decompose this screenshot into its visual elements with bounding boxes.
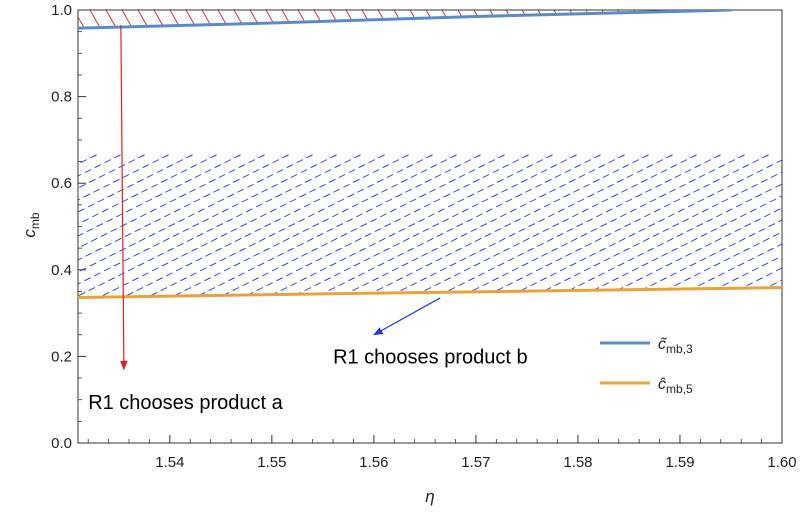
hatch-line-b xyxy=(723,152,782,298)
hatch-line-a xyxy=(441,10,459,29)
hatch-line-a xyxy=(425,10,443,29)
hatch-line-b xyxy=(483,152,782,298)
hatch-line-a xyxy=(649,10,667,29)
hatch-line-a xyxy=(153,10,171,29)
y-tick-label: 0.4 xyxy=(51,262,72,279)
hatch-line-a xyxy=(105,10,123,29)
hatch-line-a xyxy=(78,10,91,29)
hatch-line-b xyxy=(507,152,782,298)
y-tick-label: 1.0 xyxy=(51,2,72,19)
hatch-line-a xyxy=(489,10,507,29)
hatch-line-b xyxy=(675,152,782,298)
hatch-line-a xyxy=(409,10,427,29)
hatch-line-b xyxy=(435,152,782,298)
hatch-line-a xyxy=(121,10,139,29)
hatch-line-a xyxy=(473,10,491,29)
legend: c̃mb,3 ĉmb,5 xyxy=(594,329,774,397)
arrow-product-b xyxy=(373,297,441,336)
x-tick-label: 1.58 xyxy=(563,454,592,471)
hatch-line-b xyxy=(315,152,782,298)
hatch-line-b xyxy=(796,153,806,453)
hatch-line-a xyxy=(761,10,779,29)
hatch-line-b xyxy=(243,152,782,298)
hatch-line-b xyxy=(555,152,782,298)
hatch-line-a xyxy=(169,10,187,29)
y-axis-title-main: c xyxy=(20,229,39,238)
hatch-line-b xyxy=(195,152,782,298)
hatch-line-b xyxy=(531,152,782,298)
y-tick-label: 0.8 xyxy=(51,89,72,106)
hatch-line-a xyxy=(313,10,331,29)
hatch-line-b xyxy=(651,152,782,298)
hatch-line-a xyxy=(89,10,107,29)
y-tick-label: 0.0 xyxy=(51,435,72,452)
hatch-line-a xyxy=(393,10,411,29)
hatch-line-b xyxy=(459,152,782,298)
hatch-line-a xyxy=(777,10,782,29)
hatch-line-a xyxy=(697,10,715,29)
y-tick-label: 0.2 xyxy=(51,348,72,365)
region-product-a-hatch xyxy=(78,10,806,38)
hatch-line-a xyxy=(361,10,379,29)
hatch-line-a xyxy=(713,10,731,29)
hatch-line-a xyxy=(665,10,683,29)
hatch-line-b xyxy=(291,152,782,298)
legend-label-main: ĉ xyxy=(658,376,666,393)
x-tick-label: 1.59 xyxy=(665,454,694,471)
x-axis-title: η xyxy=(425,487,434,506)
hatch-line-b xyxy=(579,152,782,298)
hatch-line-a xyxy=(794,10,806,38)
x-tick-label: 1.56 xyxy=(359,454,388,471)
hatch-line-a xyxy=(457,10,475,29)
hatch-line-a xyxy=(345,10,363,29)
hatch-line-b xyxy=(267,152,782,298)
arrow-product-a xyxy=(119,25,128,371)
legend-label-sub: mb,3 xyxy=(666,342,693,356)
series-c-mb5-line xyxy=(78,286,782,300)
hatch-line-b xyxy=(78,152,101,298)
hatch-line-b xyxy=(339,152,782,298)
hatch-line-b xyxy=(771,152,782,298)
legend-label-main: c̃ xyxy=(658,336,667,353)
hatch-line-b xyxy=(747,152,782,298)
x-tick-label: 1.54 xyxy=(155,454,184,471)
legend-label: ĉmb,5 xyxy=(658,376,693,396)
legend-label-sub: mb,5 xyxy=(666,382,693,396)
hatch-line-b xyxy=(627,152,782,298)
hatch-line-a xyxy=(729,10,747,29)
x-tick-label: 1.55 xyxy=(257,454,286,471)
hatch-line-b xyxy=(699,152,782,298)
hatch-line-a xyxy=(633,10,651,29)
hatch-line-a xyxy=(377,10,395,29)
x-tick-label: 1.60 xyxy=(767,454,796,471)
hatch-line-b xyxy=(387,152,782,298)
y-axis-title: cmb xyxy=(20,212,42,237)
legend-label: c̃mb,3 xyxy=(658,336,693,356)
hatch-line-b xyxy=(603,152,782,298)
hatch-line-a xyxy=(297,10,315,29)
hatch-line-b xyxy=(78,152,581,298)
hatch-line-a xyxy=(329,10,347,29)
y-tick-label: 0.6 xyxy=(51,175,72,192)
hatch-line-a xyxy=(137,10,155,29)
y-axis-title-sub: mb xyxy=(28,212,42,229)
series-c-mb3-line xyxy=(78,10,733,30)
x-tick-label: 1.57 xyxy=(461,454,490,471)
hatch-line-b xyxy=(219,152,782,298)
hatch-line-a xyxy=(745,10,763,29)
hatch-line-a xyxy=(681,10,699,29)
hatch-line-b xyxy=(411,152,782,298)
annotation-product-b: R1 chooses product b xyxy=(333,346,528,368)
annotation-product-a: R1 chooses product a xyxy=(88,392,283,414)
